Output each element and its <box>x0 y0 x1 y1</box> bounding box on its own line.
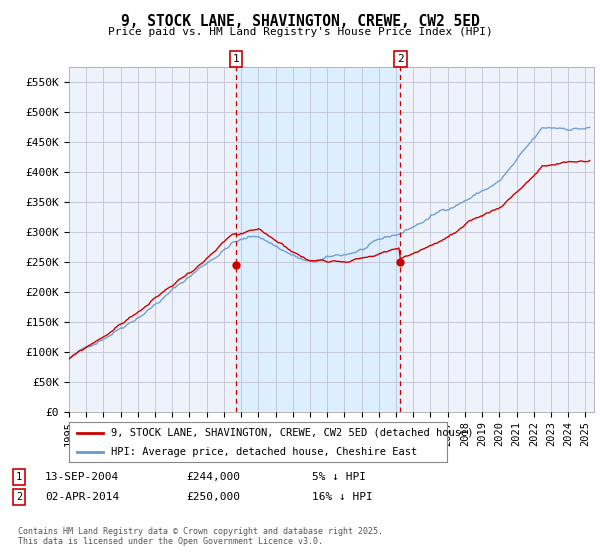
Text: 5% ↓ HPI: 5% ↓ HPI <box>312 472 366 482</box>
Text: HPI: Average price, detached house, Cheshire East: HPI: Average price, detached house, Ches… <box>110 447 417 457</box>
Text: 1: 1 <box>233 54 239 64</box>
Text: 16% ↓ HPI: 16% ↓ HPI <box>312 492 373 502</box>
Text: £250,000: £250,000 <box>186 492 240 502</box>
Text: 13-SEP-2004: 13-SEP-2004 <box>45 472 119 482</box>
Text: 02-APR-2014: 02-APR-2014 <box>45 492 119 502</box>
Text: £244,000: £244,000 <box>186 472 240 482</box>
Bar <box>236 67 400 412</box>
Text: 1: 1 <box>16 472 22 482</box>
Text: 2: 2 <box>16 492 22 502</box>
Text: Price paid vs. HM Land Registry's House Price Index (HPI): Price paid vs. HM Land Registry's House … <box>107 27 493 37</box>
Text: Contains HM Land Registry data © Crown copyright and database right 2025.
This d: Contains HM Land Registry data © Crown c… <box>18 527 383 546</box>
Text: 2: 2 <box>397 54 404 64</box>
Text: 9, STOCK LANE, SHAVINGTON, CREWE, CW2 5ED (detached house): 9, STOCK LANE, SHAVINGTON, CREWE, CW2 5E… <box>110 428 473 437</box>
Text: 9, STOCK LANE, SHAVINGTON, CREWE, CW2 5ED: 9, STOCK LANE, SHAVINGTON, CREWE, CW2 5E… <box>121 14 479 29</box>
